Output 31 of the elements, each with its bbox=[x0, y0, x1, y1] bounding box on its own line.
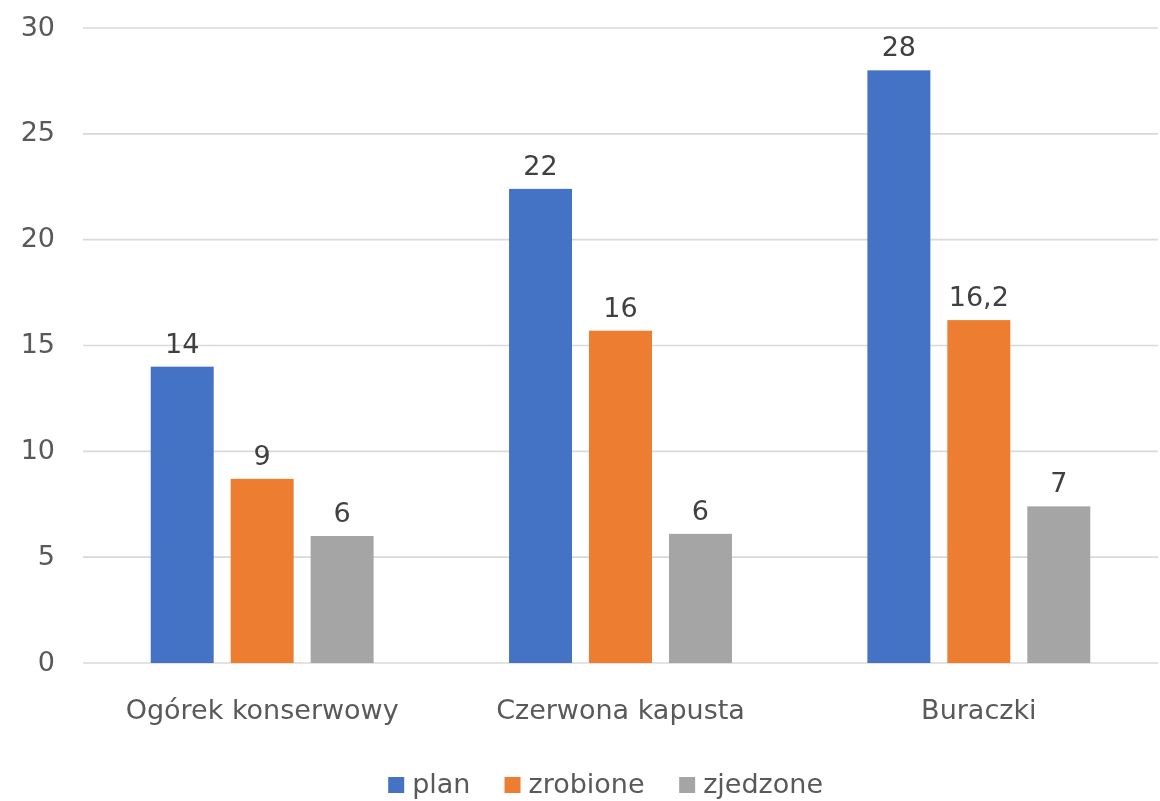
y-tick-label: 15 bbox=[20, 328, 55, 359]
data-label: 7 bbox=[1050, 467, 1068, 499]
data-label: 6 bbox=[691, 494, 710, 526]
bar bbox=[589, 330, 652, 663]
y-tick-label: 5 bbox=[37, 539, 55, 571]
y-tick-label: 10 bbox=[20, 433, 55, 465]
data-label: 14 bbox=[165, 327, 200, 359]
data-label: 9 bbox=[253, 439, 271, 471]
y-tick-label: 20 bbox=[20, 222, 55, 254]
bar bbox=[310, 536, 374, 663]
data-label: 6 bbox=[333, 497, 351, 528]
bar bbox=[509, 188, 573, 663]
data-label: 28 bbox=[881, 31, 917, 63]
y-tick-label: 0 bbox=[37, 645, 55, 677]
bar bbox=[668, 533, 732, 663]
bar bbox=[1027, 506, 1091, 663]
data-label: 16 bbox=[603, 291, 638, 323]
y-tick-label: 25 bbox=[20, 116, 55, 148]
x-tick-label: Czerwona kapusta bbox=[496, 693, 745, 725]
data-label: 16,2 bbox=[948, 281, 1009, 313]
bar bbox=[150, 366, 214, 663]
y-tick-label: 30 bbox=[20, 10, 55, 42]
bar bbox=[947, 320, 1011, 663]
bar bbox=[867, 70, 931, 663]
x-tick-label: Ogórek konserwowy bbox=[125, 693, 399, 725]
legend-label: plan bbox=[412, 767, 471, 799]
x-tick-label: Buraczki bbox=[921, 693, 1037, 725]
legend-label: zrobione bbox=[528, 767, 645, 799]
data-label: 22 bbox=[523, 149, 558, 181]
legend-label: zjedzone bbox=[703, 767, 823, 799]
bar bbox=[230, 478, 294, 663]
